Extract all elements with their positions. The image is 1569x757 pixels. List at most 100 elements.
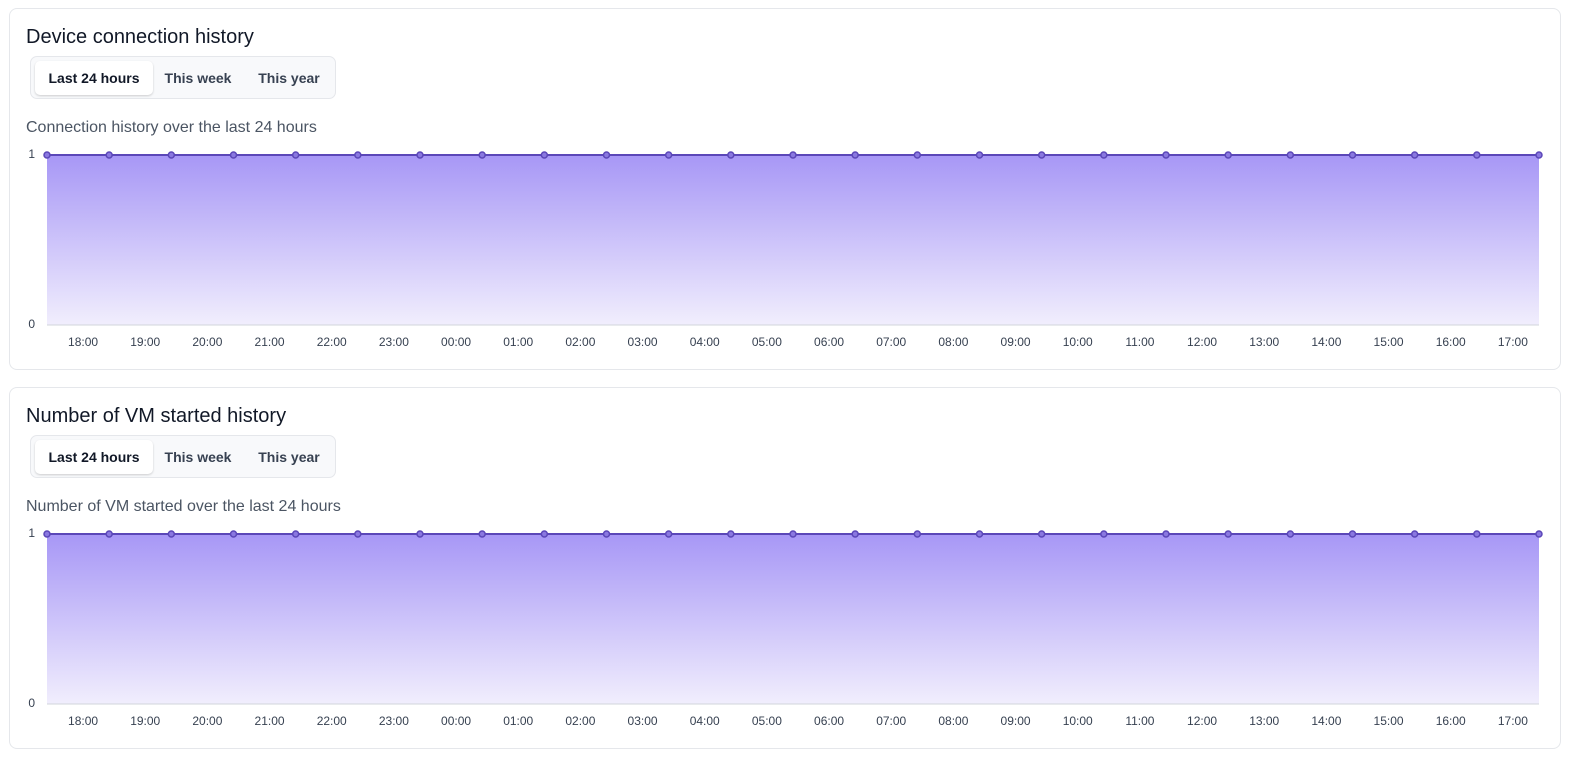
point <box>43 530 51 538</box>
point <box>602 530 611 538</box>
x-tick-label: 22:00 <box>317 335 347 349</box>
point <box>1286 151 1295 159</box>
point <box>1348 530 1357 538</box>
point <box>913 151 922 159</box>
tab[interactable]: This week <box>164 70 232 86</box>
x-tick-label: 12:00 <box>1187 335 1217 349</box>
point <box>478 151 486 159</box>
x-tick-label: 11:00 <box>1125 335 1154 349</box>
point <box>975 151 984 159</box>
point <box>664 530 673 538</box>
x-tick-label: 07:00 <box>876 714 906 728</box>
x-tick-label: 12:00 <box>1187 714 1217 728</box>
x-tick-label: 15:00 <box>1374 335 1404 349</box>
x-tick-label: 06:00 <box>814 714 844 728</box>
x-tick-label: 22:00 <box>317 714 347 728</box>
point <box>167 530 176 538</box>
tab[interactable]: Last 24 hours <box>35 61 153 95</box>
point <box>1410 530 1419 538</box>
x-tick-label: 23:00 <box>379 714 409 728</box>
point <box>851 530 859 538</box>
x-tick-label: 10:00 <box>1063 335 1093 349</box>
chart-card: Number of VM started history Last 24 hour… <box>9 387 1561 749</box>
x-tick-label: 00:00 <box>441 714 471 728</box>
point <box>602 151 611 159</box>
tab[interactable]: This year <box>258 70 320 86</box>
x-tick-label: 08:00 <box>938 714 968 728</box>
x-tick-label: 19:00 <box>130 714 160 728</box>
x-tick-label: 03:00 <box>628 714 658 728</box>
point <box>1473 530 1481 538</box>
point <box>105 151 113 159</box>
card-title: Number of VM started history <box>26 405 287 427</box>
point <box>727 151 735 159</box>
point <box>1535 151 1543 159</box>
point <box>354 151 362 159</box>
x-tick-label: 18:00 <box>68 335 98 349</box>
x-tick-label: 17:00 <box>1498 714 1528 728</box>
tab-group: Last 24 hours This week This year <box>30 56 336 99</box>
x-tick-label: 13:00 <box>1249 335 1279 349</box>
point <box>664 151 673 159</box>
x-tick-label: 09:00 <box>1001 335 1031 349</box>
x-tick-label: 03:00 <box>628 335 658 349</box>
x-tick-label: 02:00 <box>565 335 595 349</box>
card-title: Device connection history <box>26 26 254 48</box>
point <box>43 151 51 159</box>
x-tick-label: 18:00 <box>68 714 98 728</box>
x-tick-label: 14:00 <box>1311 714 1341 728</box>
x-tick-label: 14:00 <box>1311 335 1341 349</box>
point <box>789 151 797 159</box>
point <box>1162 151 1170 159</box>
x-tick-label: 04:00 <box>690 714 720 728</box>
point <box>1473 151 1481 159</box>
chart-subtitle: Connection history over the last 24 hour… <box>26 119 317 136</box>
x-tick-label: 21:00 <box>255 335 285 349</box>
point <box>354 530 362 538</box>
area <box>47 155 1539 325</box>
tab[interactable]: Last 24 hours <box>35 440 153 474</box>
point <box>1100 151 1108 159</box>
x-tick-label: 10:00 <box>1063 714 1093 728</box>
x-tick-label: 05:00 <box>752 335 782 349</box>
chart: 18:00 19:00 20:00 21:00 22:00 23:00 00:00 01:00… <box>28 526 1543 728</box>
point <box>1535 530 1543 538</box>
point <box>913 530 922 538</box>
point <box>1162 530 1170 538</box>
x-tick-label: 20:00 <box>192 335 222 349</box>
point <box>1348 151 1357 159</box>
x-tick-label: 01:00 <box>503 335 533 349</box>
x-tick-label: 02:00 <box>565 714 595 728</box>
point <box>1224 530 1232 538</box>
point <box>727 530 735 538</box>
tab-group: Last 24 hours This week This year <box>30 435 336 478</box>
x-tick-label: 00:00 <box>441 335 471 349</box>
point <box>291 151 300 159</box>
point <box>1224 151 1232 159</box>
x-tick-label: 23:00 <box>379 335 409 349</box>
x-tick-label: 01:00 <box>503 714 533 728</box>
point <box>416 530 424 538</box>
point <box>789 530 797 538</box>
tab[interactable]: This week <box>164 449 232 465</box>
x-tick-label: 13:00 <box>1249 714 1279 728</box>
x-tick-label: 19:00 <box>130 335 160 349</box>
y-tick-label: 0 <box>28 317 35 331</box>
point <box>851 151 859 159</box>
x-tick-label: 11:00 <box>1125 714 1154 728</box>
point <box>229 530 238 538</box>
chart-subtitle: Number of VM started over the last 24 ho… <box>26 498 341 515</box>
tab[interactable]: This year <box>258 449 320 465</box>
point <box>1286 530 1295 538</box>
point <box>478 530 486 538</box>
point <box>167 151 176 159</box>
chart: 18:00 19:00 20:00 21:00 22:00 23:00 00:00 01:00… <box>28 147 1543 349</box>
x-tick-label: 17:00 <box>1498 335 1528 349</box>
x-tick-label: 16:00 <box>1436 714 1466 728</box>
x-tick-label: 20:00 <box>192 714 222 728</box>
x-tick-label: 15:00 <box>1374 714 1404 728</box>
point <box>540 151 549 159</box>
x-tick-label: 09:00 <box>1001 714 1031 728</box>
point <box>1100 530 1108 538</box>
y-tick-label: 1 <box>28 526 35 540</box>
